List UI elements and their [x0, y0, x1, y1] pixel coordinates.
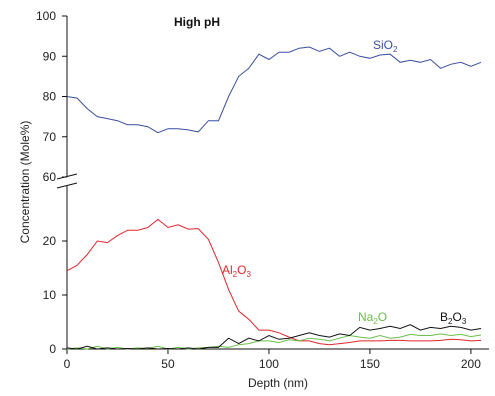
series-label-sio2: SiO2 [373, 38, 398, 54]
y-tick-label: 80 [43, 90, 57, 104]
y-tick-label: 100 [36, 9, 56, 23]
series-line-al2o3 [66, 218, 482, 346]
axis-break-mark [56, 182, 78, 189]
tick-group: 0 50 100 150 200 0 10 20 60 70 80 90 100 [36, 9, 481, 371]
series-label-b2o3: B2O3 [440, 310, 467, 326]
x-axis-title: Depth (nm) [248, 376, 308, 390]
y-tick-label: 90 [43, 49, 57, 63]
x-tick-label: 50 [161, 357, 175, 371]
series-line-sio2 [66, 46, 482, 134]
chart-title: High pH [174, 15, 220, 29]
x-tick-label: 150 [360, 357, 380, 371]
series-line-b2o3 [66, 324, 482, 350]
y-tick-label: 60 [43, 170, 57, 184]
series-group [66, 46, 482, 350]
x-tick-label: 200 [461, 357, 481, 371]
x-tick-label: 0 [64, 357, 71, 371]
series-label-al2o3: Al2O3 [222, 263, 251, 279]
series-line-na2o [66, 333, 482, 350]
y-axis-title: Concentration (Mole%) [18, 121, 32, 244]
x-tick-label: 100 [259, 357, 279, 371]
y-tick-label: 20 [43, 234, 57, 248]
y-tick-label: 70 [43, 130, 57, 144]
y-tick-label: 10 [43, 288, 57, 302]
series-label-na2o: Na2O [358, 310, 387, 326]
y-tick-label: 0 [49, 342, 56, 356]
